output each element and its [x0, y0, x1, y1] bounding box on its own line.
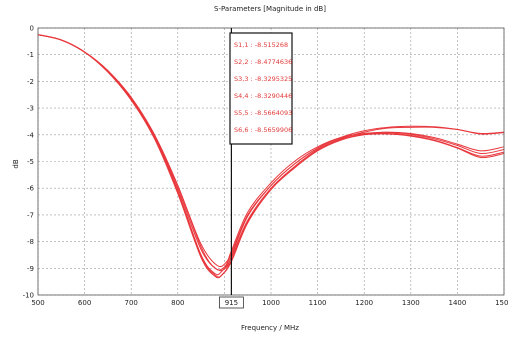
x-tick-label: 1300: [402, 299, 420, 307]
x-tick-label: 1400: [448, 299, 466, 307]
x-tick-label: 800: [171, 299, 184, 307]
y-tick-label: -6: [27, 185, 35, 193]
x-tick-label: 500: [31, 299, 44, 307]
y-tick-label: -4: [27, 131, 35, 139]
x-tick-label: 600: [78, 299, 91, 307]
x-axis-ticks: 5006007008009100011001200130014001500: [31, 299, 509, 307]
x-tick-label: 1000: [262, 299, 280, 307]
series-line-4: [37, 34, 505, 272]
plot-frame: [37, 27, 505, 296]
chart-title: S-Parameters [Magnitude in dB]: [214, 5, 326, 13]
y-tick-label: -10: [23, 292, 34, 300]
series-line-6: [37, 34, 505, 278]
marker-readout-box: S1,1 : -8.515268 S2,2 : -8.4774636 S3,3 : …: [229, 32, 293, 145]
readout-entry: S2,2 : -8.4774636: [234, 58, 292, 66]
readout-entry: S4,4 : -8.3290446: [234, 92, 292, 100]
x-axis-label: Frequency / MHz: [241, 324, 299, 332]
x-tick-label: 1200: [355, 299, 373, 307]
y-axis-label: dB: [12, 159, 20, 168]
y-tick-label: -7: [27, 211, 34, 219]
marker-tag-label: 915: [225, 299, 238, 307]
y-tick-label: -8: [27, 238, 34, 246]
readout-entry: S1,1 : -8.515268: [234, 41, 288, 49]
y-tick-label: -9: [27, 265, 34, 273]
y-tick-label: 0: [30, 25, 34, 33]
readout-box-frame: [229, 32, 293, 145]
chart-series-group: [37, 34, 505, 279]
y-tick-label: -1: [27, 51, 34, 59]
series-line-3: [37, 34, 505, 268]
x-tick-label: 700: [125, 299, 138, 307]
readout-entry: S5,5 : -8.5664093: [234, 109, 292, 117]
y-tick-label: -3: [27, 105, 34, 113]
y-axis-ticks: 0 -1 -2 -3 -4 -5 -6 -7 -8 -9 -10: [23, 25, 35, 300]
y-tick-label: -5: [27, 158, 34, 166]
readout-entry: S3,3 : -8.3295325: [234, 75, 292, 83]
marker-tag-box: [218, 296, 244, 309]
y-tick-label: -2: [27, 78, 34, 86]
x-tick-label: 1100: [309, 299, 327, 307]
readout-entry: S6,6 : -8.5659906: [234, 126, 292, 134]
